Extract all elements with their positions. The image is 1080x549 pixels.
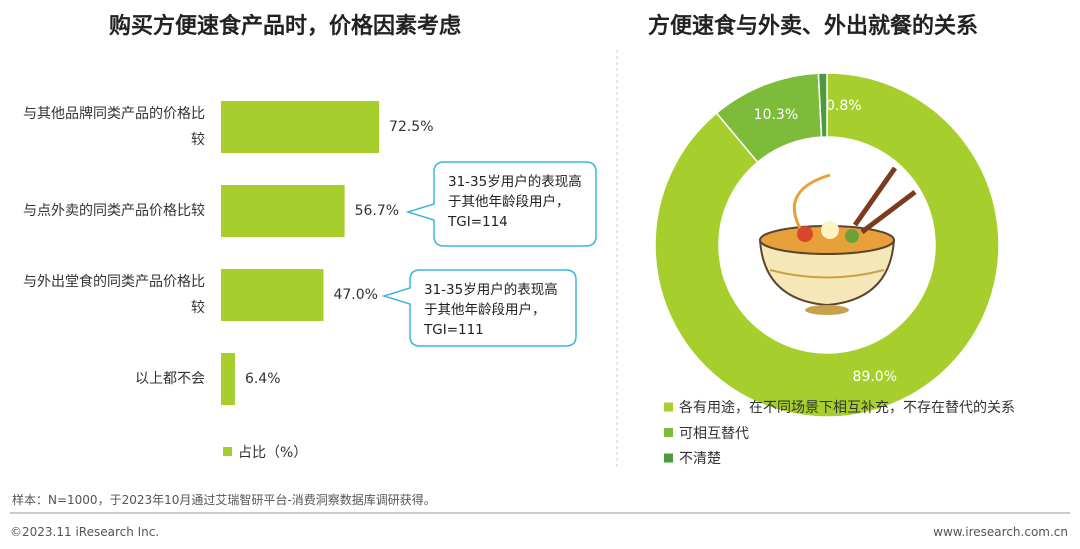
legend-swatch <box>664 453 673 463</box>
category-label: 与其他品牌同类产品的价格比较 <box>23 106 205 148</box>
chart-title: 购买方便速食产品时，价格因素考虑 <box>108 14 462 39</box>
annotation: 31-35岁用户的表现高于其他年龄段用户，TGI=114 <box>448 174 582 230</box>
callout-box <box>381 269 577 347</box>
footnote: 样本：N=1000，于2023年10月通过艾瑞智研平台-消费洞察数据库调研获得。 <box>12 493 436 507</box>
value-label: 72.5% <box>389 119 434 135</box>
legend-label: 各有用途，在不同场景下相互补充，不存在替代的关系 <box>679 400 1015 416</box>
bar <box>221 101 380 153</box>
donut-slice <box>817 72 828 138</box>
legend-swatch <box>664 402 673 412</box>
category-label: 与点外卖的同类产品价格比较 <box>23 203 205 219</box>
legend-swatch <box>223 447 232 456</box>
category-label: 以上都不会 <box>135 371 205 387</box>
data-label: 0.8% <box>825 98 862 114</box>
website: www.iresearch.com.cn <box>933 525 1068 539</box>
bar <box>221 185 345 237</box>
category-label: 与外出堂食的同类产品价格比较 <box>23 274 205 316</box>
legend-label: 可相互替代 <box>679 425 749 442</box>
value-label: 6.4% <box>244 371 281 387</box>
legend-label: 占比（%） <box>238 445 308 461</box>
data-label: 10.3% <box>753 106 799 123</box>
bar <box>221 269 324 321</box>
bar <box>221 353 235 405</box>
data-label: 89.0% <box>852 368 898 385</box>
callout-box <box>405 161 597 247</box>
chart-title: 方便速食与外卖、外出就餐的关系 <box>647 14 979 39</box>
annotation: 31-35岁用户的表现高于其他年龄段用户，TGI=111 <box>424 282 558 338</box>
legend-swatch <box>664 428 673 437</box>
value-label: 56.7% <box>354 203 400 219</box>
legend-label: 不清楚 <box>679 451 721 467</box>
bowl-illustration <box>735 153 919 337</box>
donut-slice <box>654 72 1000 418</box>
value-label: 47.0% <box>333 287 378 303</box>
copyright: ©2023.11 iResearch Inc. <box>10 525 160 539</box>
